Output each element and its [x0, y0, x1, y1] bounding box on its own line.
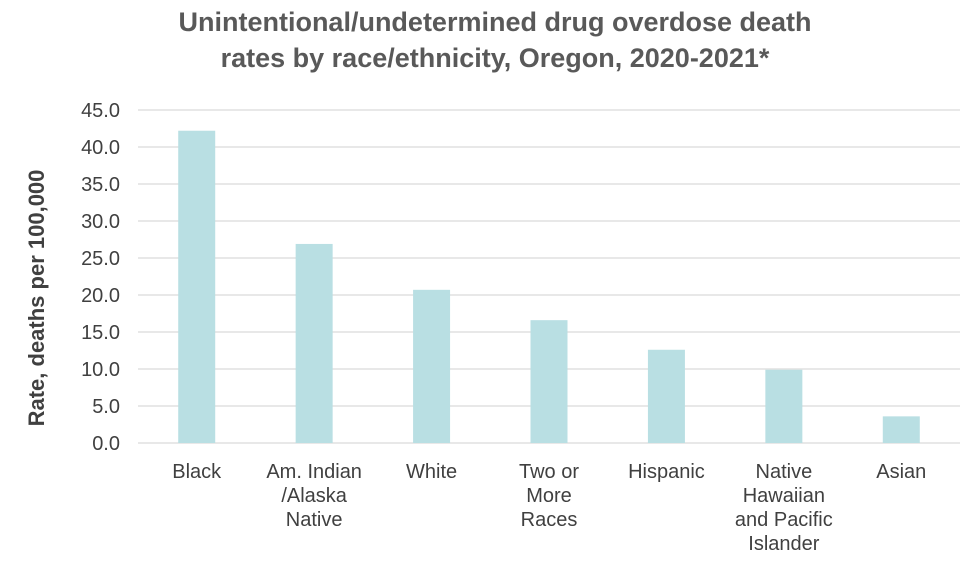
- x-tick-label: Hispanic: [628, 461, 705, 483]
- x-tick-label: Am. Indian/Alaska Native: [266, 461, 362, 531]
- x-tick-label: Native Hawaiian and Pacific Islander: [735, 461, 833, 555]
- y-tick-label: 40.0: [81, 137, 120, 159]
- bar: [647, 349, 685, 443]
- bar: [178, 130, 216, 443]
- y-tick-label: 5.0: [92, 396, 120, 418]
- x-tick-label: Black: [172, 461, 222, 483]
- x-tick-label: Asian: [876, 461, 926, 483]
- chart-title-line-1: Unintentional/undetermined drug overdose…: [178, 7, 812, 37]
- y-tick-label: 45.0: [81, 100, 120, 122]
- bar: [882, 416, 920, 443]
- y-tick-label: 25.0: [81, 248, 120, 270]
- y-axis-ticks: 0.0 5.0 10.0 15.0 20.0 25.0 30.0 35.0 40.0 45.0: [81, 100, 120, 455]
- bars: [178, 130, 920, 443]
- x-axis-labels: Black Am. Indian/Alaska Native White Two or M…: [172, 461, 926, 555]
- y-tick-label: 0.0: [92, 433, 120, 455]
- x-tick-label: Two or More Races: [519, 461, 579, 531]
- bar: [413, 289, 451, 443]
- chart-title: Unintentional/undetermined drug overdose…: [0, 4, 965, 76]
- bar: [530, 320, 568, 443]
- bar: [765, 369, 803, 443]
- x-tick-label: White: [406, 461, 457, 483]
- y-axis-label: Rate, deaths per 100,000: [24, 170, 49, 427]
- bar: [295, 243, 333, 443]
- chart-title-line-2: rates by race/ethnicity, Oregon, 2020-20…: [220, 43, 770, 73]
- y-tick-label: 35.0: [81, 174, 120, 196]
- y-tick-label: 10.0: [81, 359, 120, 381]
- y-tick-label: 30.0: [81, 211, 120, 233]
- y-tick-label: 20.0: [81, 285, 120, 307]
- y-tick-label: 15.0: [81, 322, 120, 344]
